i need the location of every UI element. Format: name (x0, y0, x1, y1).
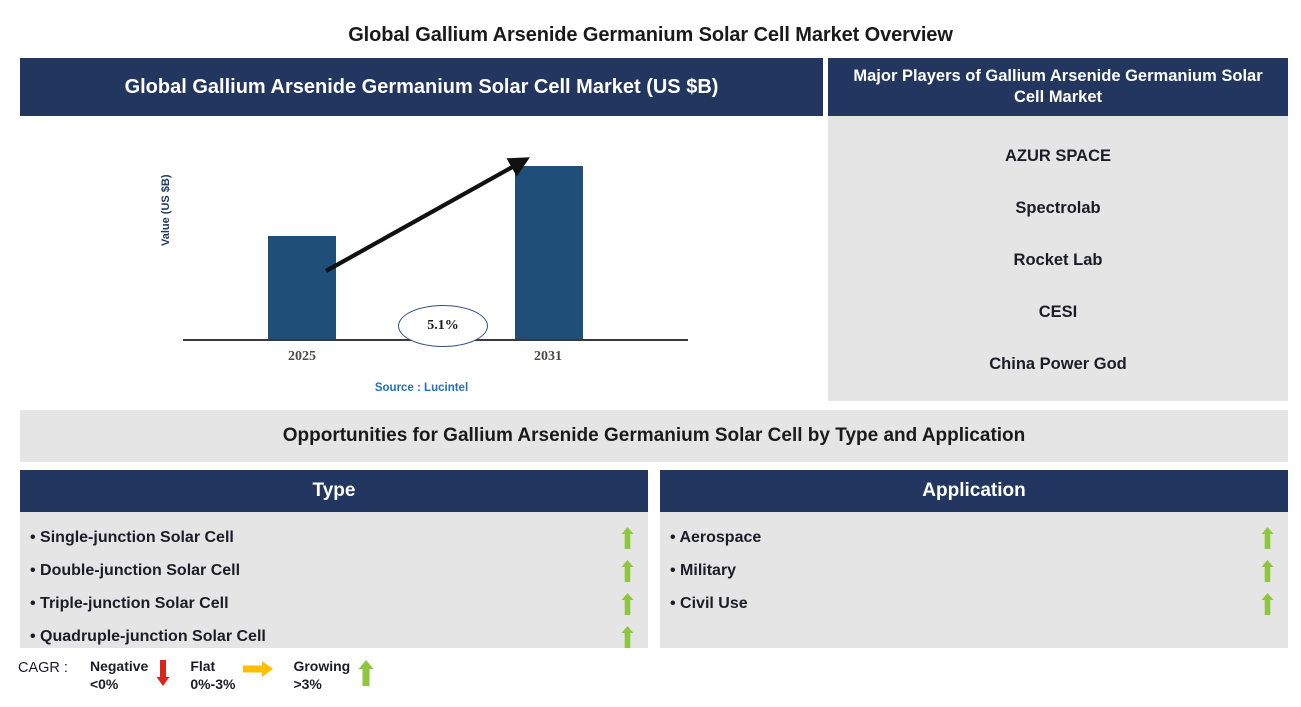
cagr-legend-title: CAGR : (18, 660, 68, 676)
table-row: • Military (660, 554, 1288, 587)
arrow-up-green-icon (621, 559, 634, 582)
major-players-panel: Major Players of Gallium Arsenide German… (828, 58, 1288, 401)
application-column-header: Application (660, 470, 1288, 512)
list-item: Rocket Lab (1013, 251, 1103, 269)
table-row: • Double-junction Solar Cell (20, 554, 648, 587)
opportunities-banner: Opportunities for Gallium Arsenide Germa… (20, 410, 1288, 462)
application-column-body: • Aerospace • Military • Civil Use (660, 512, 1288, 648)
legend-flat-label: Flat (190, 658, 216, 674)
type-item-label: • Double-junction Solar Cell (30, 561, 241, 579)
arrow-up-green-icon (1261, 592, 1274, 615)
list-item: AZUR SPACE (1004, 146, 1112, 165)
arrow-up-green-icon (621, 592, 634, 615)
type-item-label: • Single-junction Solar Cell (30, 528, 234, 546)
legend-flat-range: 0%-3% (190, 675, 236, 692)
type-column-header: Type (20, 470, 648, 512)
application-item-label: • Aerospace (670, 528, 762, 546)
table-row: • Single-junction Solar Cell (20, 521, 648, 554)
list-item: Spectrolab (1015, 198, 1101, 217)
legend-growing-label: Growing (293, 658, 351, 674)
cagr-growth-arrow-icon (324, 157, 530, 273)
top-row: Global Gallium Arsenide Germanium Solar … (20, 58, 1288, 401)
cagr-legend-item-flat: Flat 0%-3% (190, 658, 281, 693)
cagr-legend: CAGR : Negative <0% Flat 0%-3% Growing >… (18, 658, 394, 702)
table-row: • Civil Use (660, 587, 1288, 620)
arrow-right-yellow-icon (243, 661, 274, 677)
application-column: Application • Aerospace • Military • Civ… (660, 470, 1288, 648)
application-item-label: • Military (670, 561, 737, 579)
arrow-up-green-icon (621, 526, 634, 549)
cagr-legend-item-negative: Negative <0% (90, 658, 178, 693)
bar-2031 (515, 166, 583, 339)
bar-chart: Value (US $B) 2025 2031 5.1% Source : Lu… (20, 116, 823, 401)
market-chart-panel: Global Gallium Arsenide Germanium Solar … (20, 58, 823, 401)
chart-panel-header: Global Gallium Arsenide Germanium Solar … (20, 58, 823, 116)
players-list: AZUR SPACE Spectrolab Rocket Lab CESI Ch… (828, 116, 1288, 401)
legend-negative-range: <0% (89, 675, 119, 692)
type-column: Type • Single-junction Solar Cell • Doub… (20, 470, 648, 648)
list-item: CESI (1038, 303, 1078, 322)
legend-negative-label: Negative (89, 658, 149, 674)
table-row: • Aerospace (660, 521, 1288, 554)
chart-y-axis-label: Value (US $B) (160, 174, 172, 246)
arrow-down-red-icon (156, 660, 170, 686)
list-item: China Power God (989, 355, 1127, 374)
page-title: Global Gallium Arsenide Germanium Solar … (348, 24, 953, 46)
x-tick-2025: 2025 (288, 349, 316, 364)
table-row: • Triple-junction Solar Cell (20, 587, 648, 620)
arrow-up-green-icon (1261, 526, 1274, 549)
type-item-label: • Triple-junction Solar Cell (30, 594, 229, 612)
bar-2025 (268, 236, 336, 339)
cagr-value-bubble: 5.1% (398, 305, 488, 347)
application-item-label: • Civil Use (670, 594, 748, 612)
arrow-up-green-icon (358, 660, 374, 686)
type-column-body: • Single-junction Solar Cell • Double-ju… (20, 512, 648, 648)
x-tick-2031: 2031 (534, 349, 562, 364)
arrow-up-green-icon (1261, 559, 1274, 582)
opportunities-tables: Type • Single-junction Solar Cell • Doub… (20, 470, 1288, 648)
cagr-legend-item-growing: Growing >3% (293, 658, 382, 693)
arrow-up-green-icon (621, 625, 634, 648)
type-item-label: • Quadruple-junction Solar Cell (30, 627, 266, 645)
legend-growing-range: >3% (293, 675, 322, 692)
players-panel-header: Major Players of Gallium Arsenide German… (828, 58, 1288, 116)
table-row: • Quadruple-junction Solar Cell (20, 620, 648, 653)
chart-source-note: Source : Lucintel (374, 382, 469, 394)
table-row-empty (660, 620, 1288, 653)
